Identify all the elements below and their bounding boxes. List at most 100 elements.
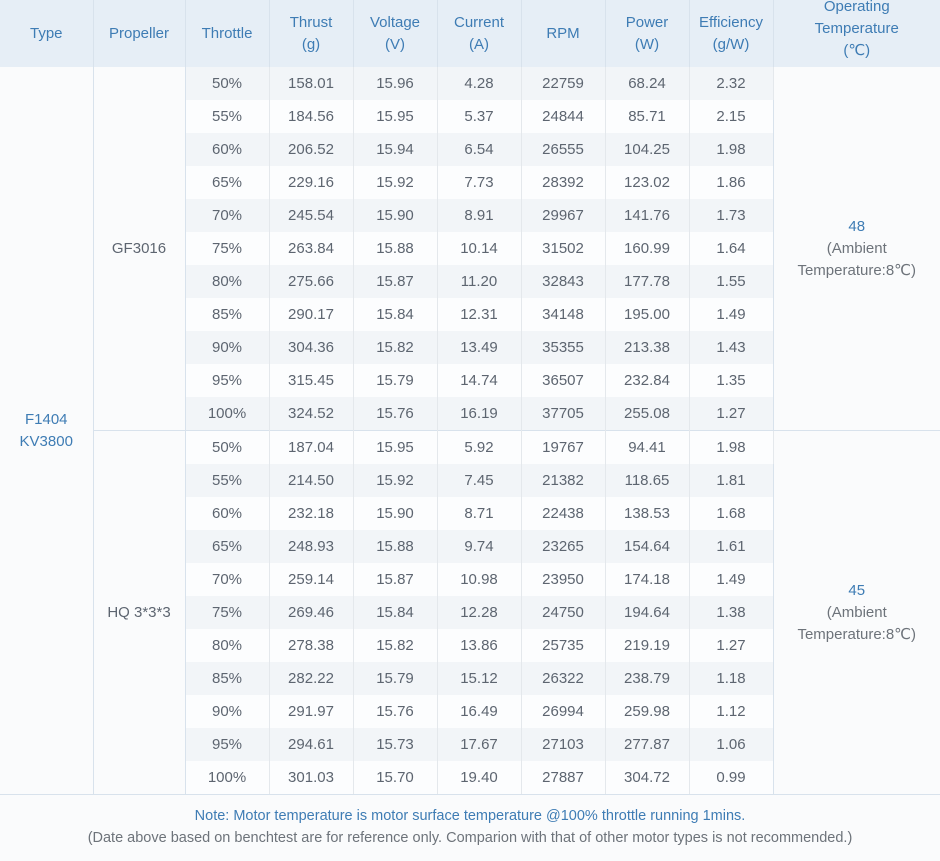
note-text: Note: Motor temperature is motor surface… bbox=[0, 805, 940, 827]
rpm-cell: 35355 bbox=[521, 331, 605, 364]
power-cell: 195.00 bbox=[605, 298, 689, 331]
power-cell: 123.02 bbox=[605, 166, 689, 199]
voltage-cell: 15.92 bbox=[353, 166, 437, 199]
header-current: Current (A) bbox=[437, 0, 521, 67]
footnote: Note: Motor temperature is motor surface… bbox=[0, 794, 940, 861]
header-efficiency: Efficiency (g/W) bbox=[689, 0, 773, 67]
rpm-cell: 36507 bbox=[521, 364, 605, 397]
rpm-cell: 25735 bbox=[521, 629, 605, 662]
thrust-cell: 248.93 bbox=[269, 530, 353, 563]
header-type: Type bbox=[0, 0, 93, 67]
header-temperature-label: Temperature bbox=[774, 18, 940, 40]
throttle-cell: 90% bbox=[185, 695, 269, 728]
efficiency-cell: 1.35 bbox=[689, 364, 773, 397]
throttle-cell: 60% bbox=[185, 133, 269, 166]
throttle-cell: 95% bbox=[185, 364, 269, 397]
efficiency-cell: 1.98 bbox=[689, 431, 773, 465]
thrust-cell: 294.61 bbox=[269, 728, 353, 761]
header-operating-temperature: Operating Temperature (℃) bbox=[773, 0, 940, 67]
efficiency-cell: 1.49 bbox=[689, 298, 773, 331]
efficiency-cell: 2.32 bbox=[689, 67, 773, 100]
header-efficiency-label: Efficiency bbox=[690, 12, 773, 34]
current-cell: 10.98 bbox=[437, 563, 521, 596]
header-type-label: Type bbox=[30, 25, 63, 42]
efficiency-cell: 1.55 bbox=[689, 265, 773, 298]
header-current-unit: (A) bbox=[438, 34, 521, 56]
header-power: Power (W) bbox=[605, 0, 689, 67]
voltage-cell: 15.76 bbox=[353, 397, 437, 431]
throttle-cell: 100% bbox=[185, 397, 269, 431]
rpm-cell: 37705 bbox=[521, 397, 605, 431]
header-row: Type Propeller Throttle Thrust (g) Volta… bbox=[0, 0, 940, 67]
voltage-cell: 15.87 bbox=[353, 265, 437, 298]
throttle-cell: 95% bbox=[185, 728, 269, 761]
power-cell: 177.78 bbox=[605, 265, 689, 298]
voltage-cell: 15.76 bbox=[353, 695, 437, 728]
current-cell: 17.67 bbox=[437, 728, 521, 761]
header-power-label: Power bbox=[606, 12, 689, 34]
voltage-cell: 15.79 bbox=[353, 662, 437, 695]
power-cell: 194.64 bbox=[605, 596, 689, 629]
voltage-cell: 15.82 bbox=[353, 331, 437, 364]
propeller-cell: GF3016 bbox=[93, 67, 185, 431]
voltage-cell: 15.88 bbox=[353, 530, 437, 563]
efficiency-cell: 1.27 bbox=[689, 629, 773, 662]
current-cell: 5.92 bbox=[437, 431, 521, 465]
current-cell: 9.74 bbox=[437, 530, 521, 563]
rpm-cell: 21382 bbox=[521, 464, 605, 497]
power-cell: 154.64 bbox=[605, 530, 689, 563]
efficiency-cell: 1.73 bbox=[689, 199, 773, 232]
header-thrust: Thrust (g) bbox=[269, 0, 353, 67]
thrust-cell: 158.01 bbox=[269, 67, 353, 100]
header-temperature-unit: (℃) bbox=[774, 40, 940, 62]
motor-type-line: F1404 bbox=[0, 409, 93, 431]
current-cell: 13.86 bbox=[437, 629, 521, 662]
rpm-cell: 26555 bbox=[521, 133, 605, 166]
throttle-cell: 80% bbox=[185, 265, 269, 298]
power-cell: 118.65 bbox=[605, 464, 689, 497]
voltage-cell: 15.95 bbox=[353, 100, 437, 133]
power-cell: 255.08 bbox=[605, 397, 689, 431]
throttle-cell: 85% bbox=[185, 298, 269, 331]
power-cell: 68.24 bbox=[605, 67, 689, 100]
voltage-cell: 15.84 bbox=[353, 298, 437, 331]
rpm-cell: 29967 bbox=[521, 199, 605, 232]
throttle-cell: 65% bbox=[185, 166, 269, 199]
throttle-cell: 50% bbox=[185, 431, 269, 465]
current-cell: 8.91 bbox=[437, 199, 521, 232]
propeller-cell: HQ 3*3*3 bbox=[93, 431, 185, 795]
header-power-unit: (W) bbox=[606, 34, 689, 56]
header-current-label: Current bbox=[438, 12, 521, 34]
current-cell: 4.28 bbox=[437, 67, 521, 100]
current-cell: 12.31 bbox=[437, 298, 521, 331]
power-cell: 259.98 bbox=[605, 695, 689, 728]
header-throttle: Throttle bbox=[185, 0, 269, 67]
efficiency-cell: 1.49 bbox=[689, 563, 773, 596]
current-cell: 6.54 bbox=[437, 133, 521, 166]
current-cell: 8.71 bbox=[437, 497, 521, 530]
efficiency-cell: 1.61 bbox=[689, 530, 773, 563]
propeller-name: HQ 3*3*3 bbox=[94, 602, 185, 624]
motor-type-line: KV3800 bbox=[0, 431, 93, 453]
throttle-cell: 100% bbox=[185, 761, 269, 794]
ambient-temperature-note: Temperature:8℃) bbox=[774, 260, 940, 282]
current-cell: 11.20 bbox=[437, 265, 521, 298]
motor-performance-table: Type Propeller Throttle Thrust (g) Volta… bbox=[0, 0, 940, 794]
efficiency-cell: 1.68 bbox=[689, 497, 773, 530]
throttle-cell: 60% bbox=[185, 497, 269, 530]
efficiency-cell: 1.06 bbox=[689, 728, 773, 761]
rpm-cell: 27887 bbox=[521, 761, 605, 794]
rpm-cell: 27103 bbox=[521, 728, 605, 761]
efficiency-cell: 2.15 bbox=[689, 100, 773, 133]
power-cell: 304.72 bbox=[605, 761, 689, 794]
rpm-cell: 23950 bbox=[521, 563, 605, 596]
voltage-cell: 15.82 bbox=[353, 629, 437, 662]
thrust-cell: 245.54 bbox=[269, 199, 353, 232]
header-voltage-label: Voltage bbox=[354, 12, 437, 34]
throttle-cell: 70% bbox=[185, 199, 269, 232]
ambient-temperature-note: Temperature:8℃) bbox=[774, 624, 940, 646]
efficiency-cell: 1.43 bbox=[689, 331, 773, 364]
